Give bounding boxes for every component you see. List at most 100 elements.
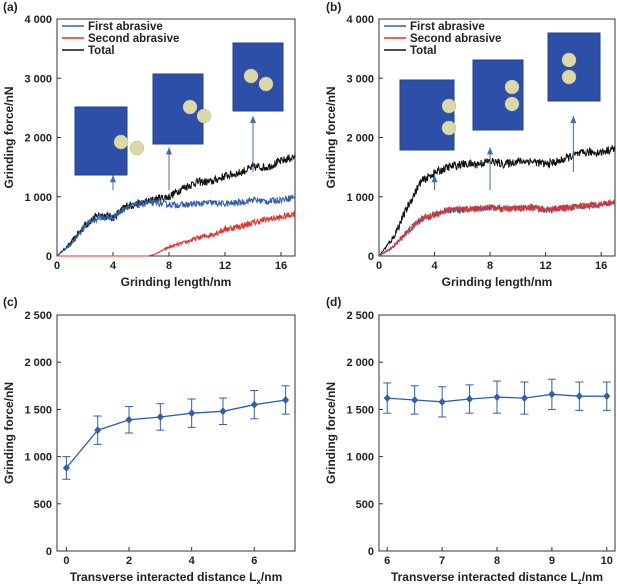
- x-axis-label-main: Grinding length/nm: [442, 275, 553, 289]
- panel-label: (a): [3, 0, 18, 14]
- y-tick-label: 1 000: [24, 192, 52, 204]
- panel-label: (c): [3, 295, 18, 309]
- data-point: [411, 395, 419, 404]
- y-tick-label: 1 000: [346, 192, 374, 204]
- data-point: [383, 394, 391, 403]
- y-tick-label: 1 500: [24, 404, 52, 416]
- x-tick-label: 0: [63, 555, 69, 567]
- y-tick-label: 2 000: [24, 357, 52, 369]
- y-tick-label: 2 000: [346, 133, 374, 145]
- y-axis-label: Grinding force/nN: [2, 87, 16, 189]
- workpiece-snapshot: [399, 79, 455, 151]
- data-point: [603, 392, 611, 401]
- y-tick-label: 500: [34, 499, 52, 511]
- x-tick-label: 8: [494, 555, 500, 567]
- data-point: [438, 397, 446, 406]
- data-point: [548, 390, 556, 399]
- abrasive-particle-icon: [113, 134, 129, 150]
- abrasive-particle-icon: [504, 96, 520, 112]
- x-axis-label: Grinding length/nm: [442, 275, 553, 289]
- y-tick-label: 0: [46, 546, 52, 558]
- annotation-arrow-head: [166, 147, 172, 155]
- data-point: [520, 394, 528, 403]
- panel-label: (b): [326, 0, 341, 14]
- y-tick-label: 0: [46, 251, 52, 263]
- plot-frame: [56, 314, 296, 552]
- y-axis-label: Grinding force/nN: [324, 382, 338, 484]
- plot-frame: [378, 314, 616, 552]
- x-tick-label: 4: [189, 555, 196, 567]
- y-tick-label: 1 000: [24, 452, 52, 464]
- data-point: [94, 426, 102, 435]
- abrasive-particle-icon: [561, 52, 577, 68]
- x-tick-label: 12: [219, 260, 231, 272]
- x-tick-label: 0: [54, 260, 60, 272]
- data-point: [493, 393, 501, 402]
- abrasive-particle-icon: [129, 140, 145, 156]
- x-tick-label: 6: [251, 555, 257, 567]
- legend-entry: Total: [88, 45, 115, 57]
- data-point: [125, 415, 133, 424]
- y-tick-label: 3 000: [346, 73, 374, 85]
- x-tick-label: 7: [439, 555, 445, 567]
- x-axis-label-unit: /nm: [582, 570, 603, 584]
- legend-entry: First abrasive: [410, 21, 485, 33]
- x-axis-label-subscript: x: [256, 577, 261, 586]
- panel-c: (c) 0 500 1 000 1 500 2 000 2 500 0 2 4 6 Grinding …: [2, 295, 296, 586]
- x-tick-label: 16: [595, 260, 607, 272]
- data-point: [250, 400, 258, 409]
- y-tick-label: 2 000: [24, 133, 52, 145]
- data-point: [466, 395, 474, 404]
- y-axis-label: Grinding force/nN: [324, 87, 338, 189]
- y-tick-label: 3 000: [24, 73, 52, 85]
- x-tick-label: 16: [275, 260, 287, 272]
- x-tick-label: 6: [384, 555, 390, 567]
- x-axis-label: Grinding length/nm: [121, 275, 232, 289]
- legend-entry: Second abrasive: [88, 33, 179, 45]
- data-point: [188, 409, 196, 418]
- series-line-first-abrasive: [56, 194, 296, 257]
- annotation-arrow-head: [110, 175, 116, 183]
- abrasive-particle-icon: [441, 120, 457, 136]
- x-tick-label: 10: [601, 555, 613, 567]
- workpiece-snapshot: [472, 59, 524, 131]
- x-tick-label: 9: [549, 555, 555, 567]
- x-axis-label: Transverse interacted distance Lz/nm: [391, 570, 603, 586]
- series-line-total: [378, 145, 616, 257]
- x-axis-label: Transverse interacted distance Lx/nm: [70, 570, 283, 586]
- workpiece-snapshot: [547, 32, 601, 102]
- legend-entry: Second abrasive: [410, 33, 501, 45]
- abrasive-particle-icon: [258, 76, 274, 92]
- abrasive-particle-icon: [441, 98, 457, 114]
- y-tick-label: 2 500: [346, 310, 374, 322]
- legend-entry: First abrasive: [88, 21, 163, 33]
- y-tick-label: 1 500: [346, 404, 374, 416]
- abrasive-particle-icon: [504, 79, 520, 95]
- abrasive-particle-icon: [182, 99, 198, 115]
- x-tick-label: 4: [431, 260, 438, 272]
- abrasive-particle-icon: [196, 108, 212, 124]
- y-tick-label: 4 000: [24, 14, 52, 26]
- legend-entry: Total: [410, 45, 437, 57]
- data-point: [62, 463, 70, 472]
- annotation-arrow-head: [431, 175, 438, 183]
- series-line-total: [56, 153, 296, 257]
- panel-label: (d): [326, 295, 341, 309]
- x-axis-label-main: Grinding length/nm: [121, 275, 232, 289]
- x-tick-label: 8: [166, 260, 172, 272]
- x-axis-label-main: Transverse interacted distance L: [70, 570, 257, 584]
- y-tick-label: 500: [356, 499, 374, 511]
- x-tick-label: 2: [126, 555, 132, 567]
- x-tick-label: 12: [539, 260, 551, 272]
- x-axis-label-subscript: z: [578, 577, 582, 586]
- series-line: [65, 399, 286, 469]
- panel-d: (d) 0 500 1 000 1 500 2 000 2 500 6 7 8 9 10 Grindin…: [324, 295, 616, 586]
- abrasive-particle-icon: [561, 69, 577, 85]
- y-tick-label: 0: [368, 251, 374, 263]
- abrasive-particle-icon: [243, 68, 259, 84]
- y-tick-label: 4 000: [346, 14, 374, 26]
- data-point: [282, 395, 290, 404]
- annotation-arrow-head: [487, 147, 494, 155]
- y-axis-label: Grinding force/nN: [2, 382, 16, 484]
